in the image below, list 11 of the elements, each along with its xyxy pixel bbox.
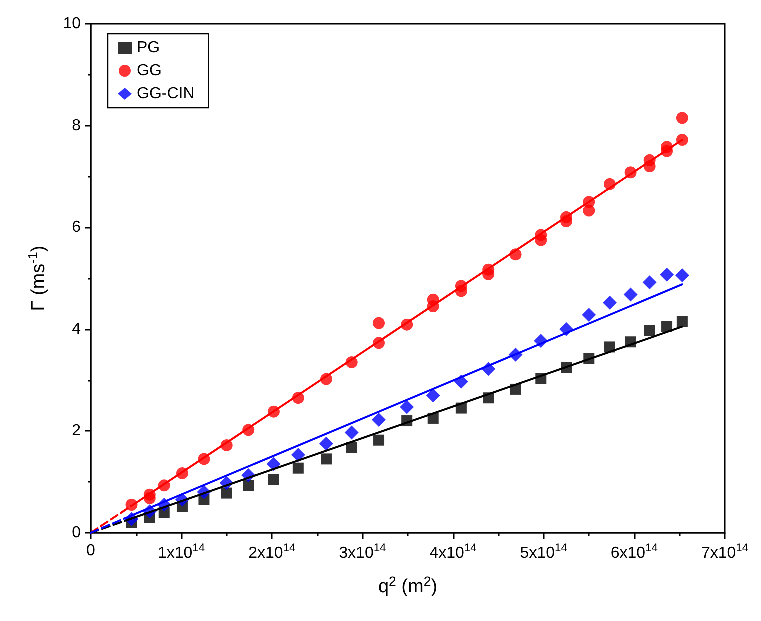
legend-label: PG [137,40,160,56]
legend-label: GG [137,62,162,80]
legend-label: GG-CIN [137,86,195,102]
x-tick-label: 0 [86,542,96,560]
y-tick-label: 0 [72,524,82,542]
y-tick-label: 2 [72,422,82,440]
y-tick-label: 8 [72,117,82,134]
y-tick-label: 6 [72,219,82,236]
y-axis-title: Γ (ms-1) [26,246,50,312]
y-tick-label: 4 [72,320,82,338]
y-tick-label: 10 [63,16,82,32]
